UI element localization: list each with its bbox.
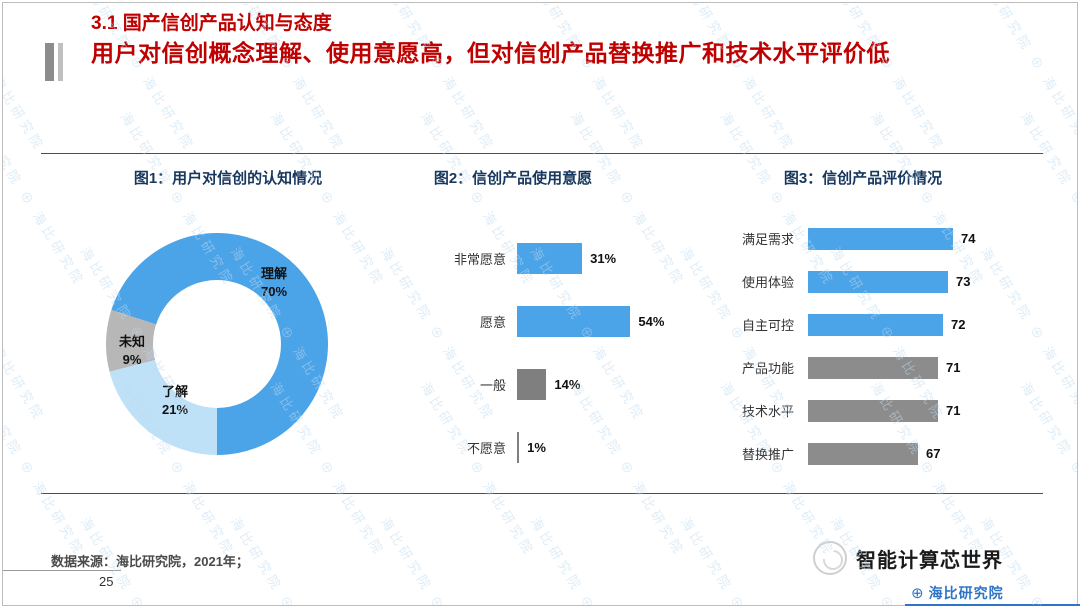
page-number: 25	[99, 574, 114, 589]
watermark-text: 海比研究院 ⊕ 海比研究院	[3, 379, 88, 560]
pie-label-understand: 理解 70%	[246, 265, 302, 301]
pie-label-know: 了解 21%	[150, 383, 200, 419]
watermark-text: 海比研究院 ⊕ 海比研究院	[3, 245, 48, 425]
bar-category-label: 非常愿意	[453, 252, 506, 267]
bar-value-label: 1%	[527, 440, 546, 455]
bar	[517, 306, 631, 337]
section-title: 3.1 国产信创产品认知与态度	[91, 13, 332, 34]
bar-category-label: 自主可控	[741, 318, 794, 333]
title-accent-bars	[45, 43, 63, 81]
watermark-text: 海比研究院 ⊕ 海比研究院	[3, 109, 88, 290]
pie-slice-label: 了解	[161, 384, 188, 399]
compass-logo-icon: ⊕	[911, 584, 924, 602]
watermark-text: 海比研究院 ⊕ 海比研究院	[1017, 379, 1077, 559]
bar	[808, 442, 918, 465]
bar	[517, 369, 547, 400]
habi-logo: ⊕ 海比研究院	[911, 583, 1004, 603]
header: 3.1 国产信创产品认知与态度 用户对信创概念理解、使用意愿高，但对信创产品替换…	[91, 10, 1056, 69]
bar-category-label: 一般	[479, 378, 506, 393]
chart3-title: 图3：信创产品评价情况	[783, 170, 943, 187]
bar-row: 非常愿意 31%	[406, 227, 664, 290]
donut-hole	[153, 280, 281, 408]
brand: 智能计算芯世界	[813, 541, 1003, 575]
watermark-text: 海比研究院 ⊕ 海比研究院	[3, 3, 48, 155]
divider-bottom	[41, 493, 1043, 494]
bar-value-label: 74	[961, 231, 976, 246]
bar	[808, 356, 938, 379]
bar	[808, 227, 953, 250]
pie-slice-value: 9%	[122, 352, 142, 368]
pie-label-unknown: 未知 9%	[109, 333, 155, 369]
bar	[517, 432, 520, 463]
bar-value-label: 71	[946, 403, 961, 418]
bar-category-label: 满足需求	[741, 232, 794, 247]
bar-row: 一般 14%	[406, 353, 664, 416]
pie-slice-value: 70%	[260, 284, 288, 300]
bar-category-label: 替换推广	[741, 447, 794, 462]
pie-slice-label: 理解	[260, 266, 287, 281]
watermark-text: 海比研究院 ⊕ 海比研究院	[377, 514, 498, 605]
pie-slice-label: 未知	[118, 334, 145, 349]
bar-row: 自主可控 72	[706, 303, 975, 346]
watermark-text: 海比研究院 ⊕ 海比研究院	[677, 514, 798, 605]
bar	[808, 313, 943, 336]
watermark-text: 海比研究院 ⊕ 海比研究院	[1017, 109, 1077, 289]
bar-value-label: 73	[956, 274, 971, 289]
bar-row: 愿意 54%	[406, 290, 664, 353]
accent-bar	[58, 43, 63, 81]
bar-category-label: 使用体验	[741, 275, 794, 290]
chart2-bars: 非常愿意 31% 愿意 54% 一般 14% 不愿意 1%	[406, 227, 664, 479]
bar-value-label: 72	[951, 317, 966, 332]
bar-value-label: 31%	[590, 251, 617, 266]
bar-row: 技术水平 71	[706, 389, 975, 432]
pie-slice-value: 21%	[161, 402, 189, 418]
chart3-bars: 满足需求 74 使用体验 73 自主可控 72 产品功能 71 技术水平 71 …	[706, 217, 975, 475]
headline: 用户对信创概念理解、使用意愿高，但对信创产品替换推广和技术水平评价低	[91, 39, 890, 66]
bar-row: 满足需求 74	[706, 217, 975, 260]
bar-value-label: 67	[926, 446, 941, 461]
bar-value-label: 71	[946, 360, 961, 375]
bar-category-label: 不愿意	[466, 441, 506, 456]
brand-name: 智能计算芯世界	[856, 549, 1003, 572]
chart2-title: 图2：信创产品使用意愿	[433, 170, 593, 187]
bar	[517, 243, 583, 274]
bar-value-label: 54%	[638, 314, 665, 329]
bar-category-label: 愿意	[479, 315, 506, 330]
bar-category-label: 技术水平	[741, 404, 794, 419]
bar-category-label: 产品功能	[741, 361, 794, 376]
bar-row: 使用体验 73	[706, 260, 975, 303]
bar-row: 产品功能 71	[706, 346, 975, 389]
logo-underline	[905, 604, 1080, 606]
watermark-text: 海比研究院 ⊕ 海比研究院	[3, 513, 50, 605]
watermark-text: 海比研究院 ⊕ 海比研究院	[527, 514, 648, 605]
bar	[808, 270, 948, 293]
bar	[808, 399, 938, 422]
watermark-text: 海比研究院 ⊕ 海比研究院	[977, 244, 1077, 425]
chart1-title: 图1：用户对信创的认知情况	[133, 170, 323, 187]
accent-bar	[45, 43, 54, 81]
data-source: 数据来源：海比研究院，2021年；	[51, 554, 249, 569]
brand-logo-icon	[813, 541, 847, 575]
bar-value-label: 14%	[554, 377, 581, 392]
bar-row: 替换推广 67	[706, 432, 975, 475]
bar-row: 不愿意 1%	[406, 416, 664, 479]
page-number-divider	[3, 570, 121, 571]
habi-logo-text: 海比研究院	[928, 585, 1004, 601]
divider-top	[41, 153, 1043, 154]
